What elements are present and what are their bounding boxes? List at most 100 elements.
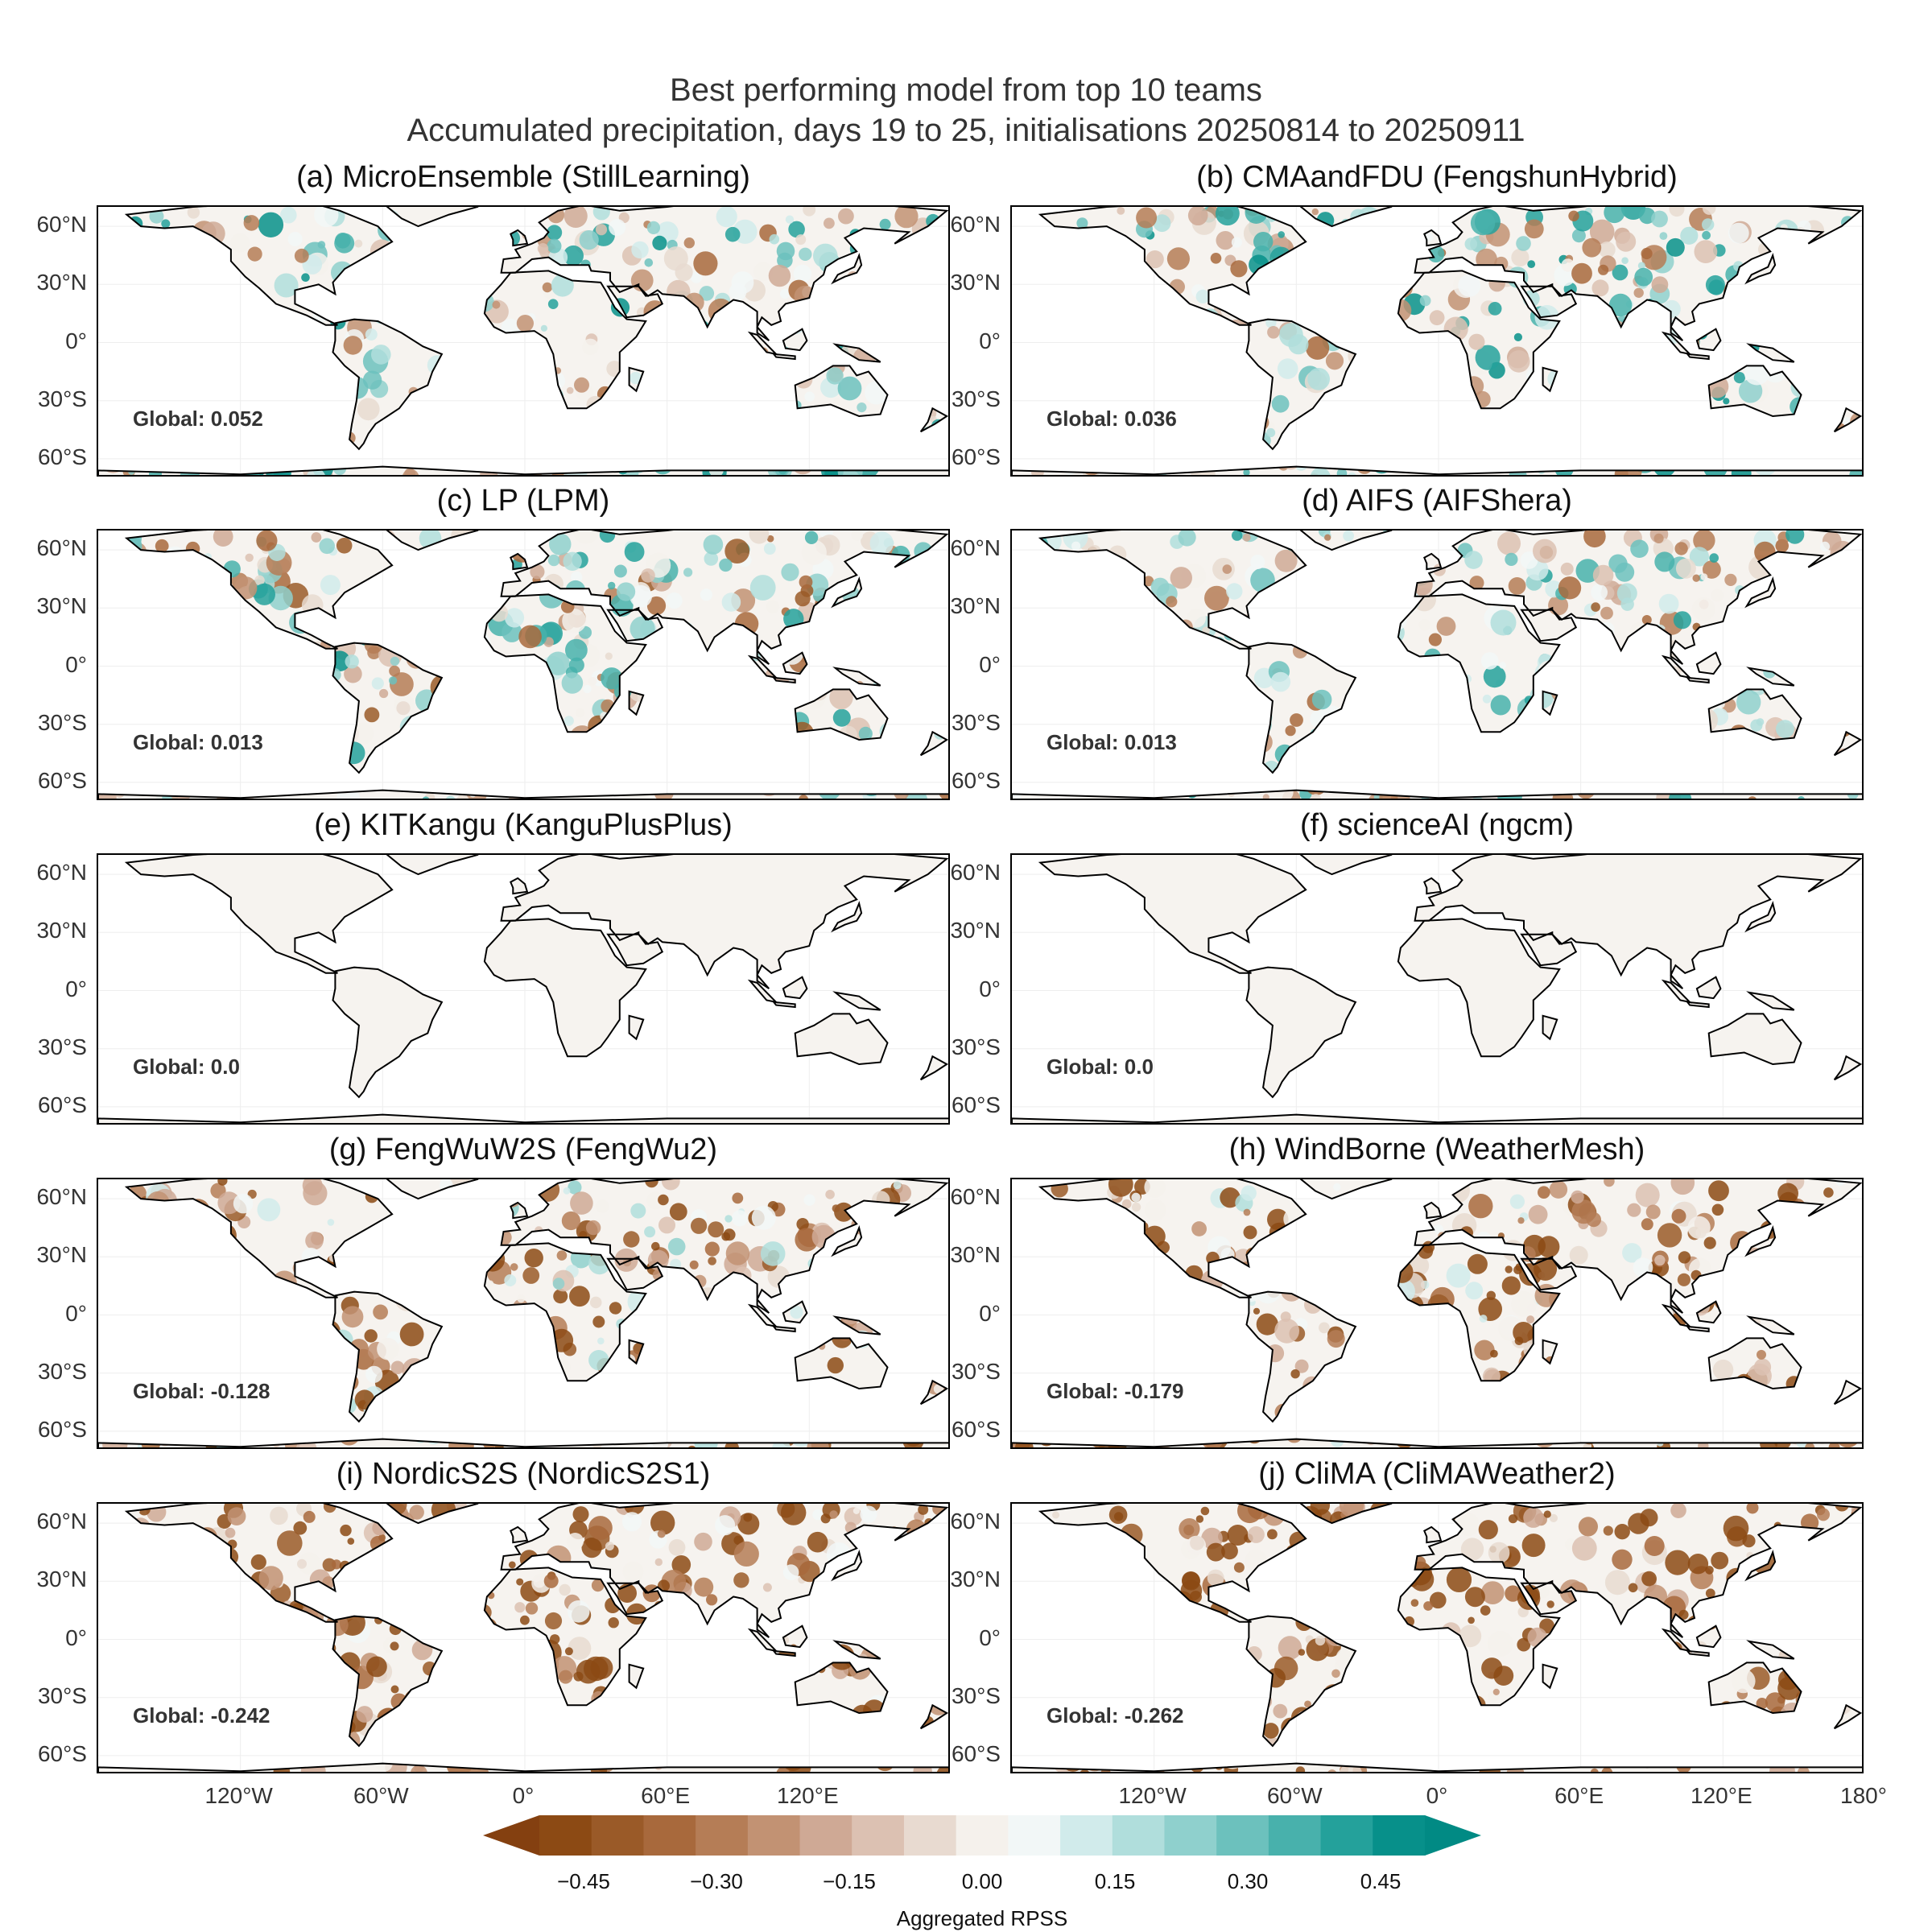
colorbar-segment — [1112, 1815, 1165, 1856]
coastline-new-guinea — [1746, 343, 1795, 363]
coastline-australia — [794, 365, 889, 418]
latitude-label: 0° — [979, 1624, 1001, 1650]
global-score-label: Global: -0.242 — [133, 1703, 270, 1728]
colorbar-segment — [852, 1815, 905, 1856]
coastline-south-america — [1245, 966, 1357, 1099]
coastline-greenland — [386, 207, 479, 228]
coastline-south-america — [1245, 1290, 1357, 1423]
map-svg — [98, 1504, 948, 1772]
coastline-africa — [483, 593, 647, 733]
global-score-label: Global: 0.0 — [133, 1055, 240, 1079]
coastline-south-america — [1245, 642, 1357, 774]
coastline-australia — [794, 1337, 889, 1390]
coastline-madagascar — [1542, 366, 1558, 393]
colorbar-tick-label: 0.00 — [961, 1869, 1003, 1893]
global-score-label: Global: -0.179 — [1046, 1379, 1184, 1403]
colorbar — [483, 1815, 1481, 1856]
coastline-madagascar — [628, 1014, 645, 1041]
coastline-new-guinea — [1746, 1315, 1795, 1335]
colorbar-segment — [1320, 1815, 1373, 1856]
coastline-greenland — [1299, 530, 1393, 551]
coastline-madagascar — [628, 690, 645, 716]
coastline-uk — [1423, 229, 1443, 247]
coastline-south-america — [1245, 318, 1357, 451]
map-panel — [1010, 853, 1864, 1125]
coastline-madagascar — [628, 366, 645, 393]
coastline-java — [1685, 676, 1710, 684]
longitude-label: 60°W — [1266, 1783, 1323, 1808]
coastline-madagascar — [1542, 1014, 1558, 1041]
coastline-north-america — [124, 1504, 394, 1623]
coastline-japan — [1744, 900, 1777, 933]
colorbar-tick-label: −0.30 — [690, 1869, 743, 1893]
coastline-new-zealand — [919, 730, 948, 757]
panel-title: (j) CliMA (CliMAWeather2) — [1258, 1457, 1616, 1491]
colorbar-segment — [1268, 1815, 1322, 1856]
coastline-greenland — [386, 1179, 479, 1200]
coastline-new-guinea — [832, 1640, 881, 1660]
global-score-label: Global: 0.013 — [133, 730, 263, 754]
panel-title: (i) NordicS2S (NordicS2S1) — [336, 1457, 711, 1491]
coastline-borneo — [782, 651, 808, 675]
colorbar-tick-label: −0.45 — [557, 1869, 610, 1893]
coastline-australia — [1707, 1337, 1802, 1390]
coastline-new-zealand — [919, 1379, 948, 1406]
coastline-antarctica — [98, 465, 948, 475]
coastline-north-america — [124, 855, 394, 974]
coastline-south-america — [332, 1290, 444, 1423]
coastline-south-america — [332, 1615, 444, 1748]
coastline-australia — [1707, 365, 1802, 418]
panel-title: (a) MicroEnsemble (StillLearning) — [296, 160, 750, 194]
coastline-north-america — [124, 1179, 394, 1298]
latitude-label: 30°S — [37, 1358, 87, 1384]
latitude-label: 0° — [979, 651, 1001, 677]
coastline-new-guinea — [832, 1315, 881, 1335]
coastline-arabia — [1520, 609, 1578, 642]
coastline-africa — [1397, 593, 1561, 733]
latitude-label: 60°N — [950, 1184, 1001, 1210]
coastline-arabia — [1520, 933, 1578, 967]
latitude-label: 30°N — [950, 918, 1001, 943]
coastline-africa — [483, 918, 647, 1058]
coastline-africa — [1397, 1567, 1561, 1707]
coastline-australia — [794, 1662, 889, 1715]
coastline-north-america — [124, 530, 394, 650]
latitude-label: 60°N — [36, 1184, 87, 1210]
latitude-label: 30°S — [37, 1682, 87, 1708]
coastline-south-america — [332, 318, 444, 451]
coastline-japan — [1744, 1549, 1777, 1582]
latitude-label: 30°N — [36, 1567, 87, 1592]
coastline-south-america — [332, 966, 444, 1099]
panel-title: (h) WindBorne (WeatherMesh) — [1228, 1133, 1645, 1166]
latitude-label: 60°S — [951, 1092, 1001, 1117]
coastline-north-america — [1038, 1504, 1307, 1623]
coastline-new-guinea — [1746, 667, 1795, 687]
latitude-label: 30°N — [950, 1567, 1001, 1592]
coastline-java — [771, 1001, 796, 1009]
coastline-antarctica — [98, 789, 948, 799]
coastline-antarctica — [1012, 1438, 1862, 1447]
coastline-antarctica — [1012, 1762, 1862, 1772]
coastline-arabia — [606, 1582, 664, 1616]
map-panel — [97, 1502, 950, 1773]
coastline-new-guinea — [832, 343, 881, 363]
map-panel — [1010, 1502, 1864, 1773]
coastline-arabia — [1520, 1257, 1578, 1291]
coastline-java — [1685, 1325, 1710, 1333]
colorbar-segment — [1164, 1815, 1217, 1856]
map-panel — [97, 853, 950, 1125]
coastline-japan — [1744, 252, 1777, 285]
colorbar-segment — [1060, 1815, 1113, 1856]
latitude-label: 30°S — [951, 1358, 1001, 1384]
coastline-europe-asia — [500, 1504, 948, 1638]
coastline-arabia — [606, 609, 664, 642]
coastline-japan — [831, 576, 863, 609]
coastline-java — [1685, 353, 1710, 361]
coastline-africa — [483, 1242, 647, 1382]
latitude-label: 60°S — [951, 1740, 1001, 1766]
longitude-label: 120°E — [1690, 1783, 1752, 1808]
global-score-label: Global: 0.052 — [133, 407, 263, 431]
longitude-label: 0° — [512, 1783, 535, 1808]
colorbar-segment — [799, 1815, 852, 1856]
latitude-label: 60°S — [951, 1416, 1001, 1442]
